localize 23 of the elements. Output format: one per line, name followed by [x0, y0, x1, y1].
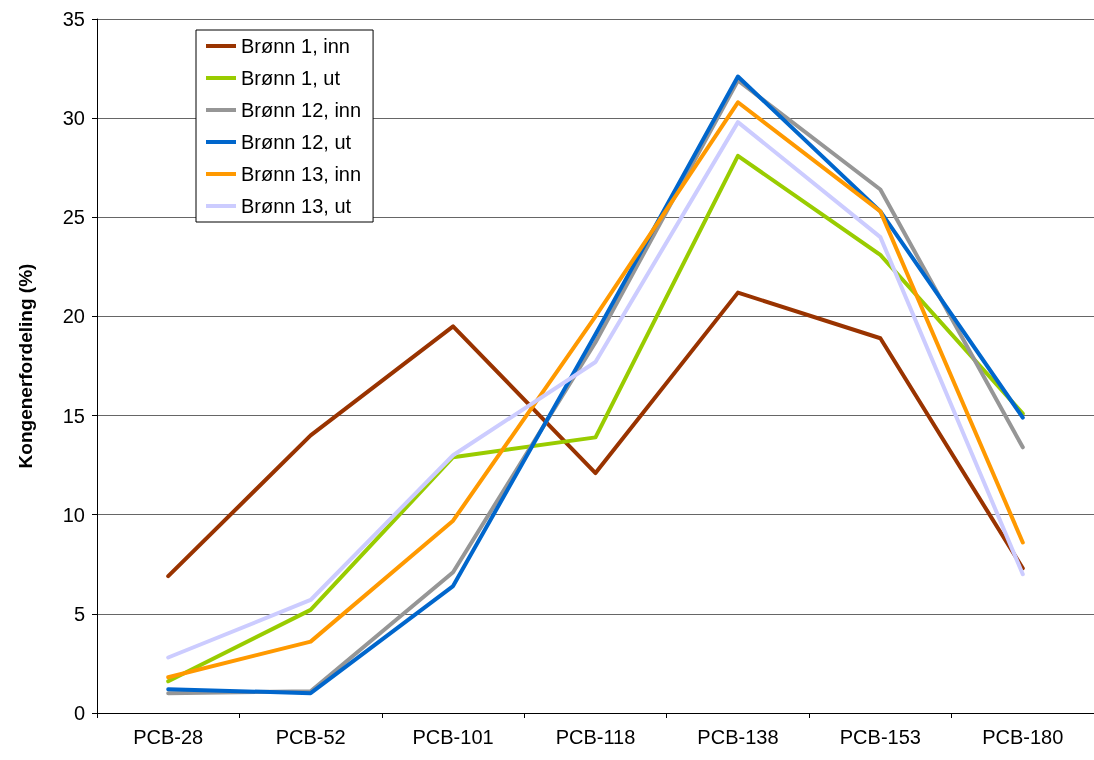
legend-label: Brønn 1, inn: [241, 35, 350, 57]
y-tick-label: 25: [62, 206, 85, 229]
x-tick-label: PCB-28: [133, 726, 204, 748]
legend-label: Brønn 13, inn: [241, 163, 362, 185]
y-tick-label: 20: [62, 305, 85, 328]
x-tick-label: PCB-101: [412, 726, 494, 748]
legend-label: Brønn 13, ut: [241, 195, 352, 217]
y-axis-title: Kongenerfordeling (%): [15, 263, 36, 469]
x-tick-label: PCB-180: [982, 726, 1064, 748]
legend-label: Brønn 12, inn: [241, 99, 362, 121]
y-tick-label: 0: [73, 702, 85, 724]
x-tick-label: PCB-52: [275, 726, 346, 748]
legend-label: Brønn 1, ut: [241, 67, 341, 89]
y-tick-label: 35: [62, 8, 85, 30]
y-tick-label: 5: [73, 602, 85, 625]
x-tick-label: PCB-118: [555, 726, 636, 748]
x-tick-label: PCB-138: [697, 726, 779, 748]
legend-label: Brønn 12, ut: [241, 131, 352, 153]
x-tick-label: PCB-153: [839, 726, 921, 748]
y-tick-label: 30: [62, 107, 85, 130]
y-tick-label: 15: [62, 404, 85, 427]
y-tick-label: 10: [62, 503, 85, 526]
line-series: [166, 290, 1025, 579]
